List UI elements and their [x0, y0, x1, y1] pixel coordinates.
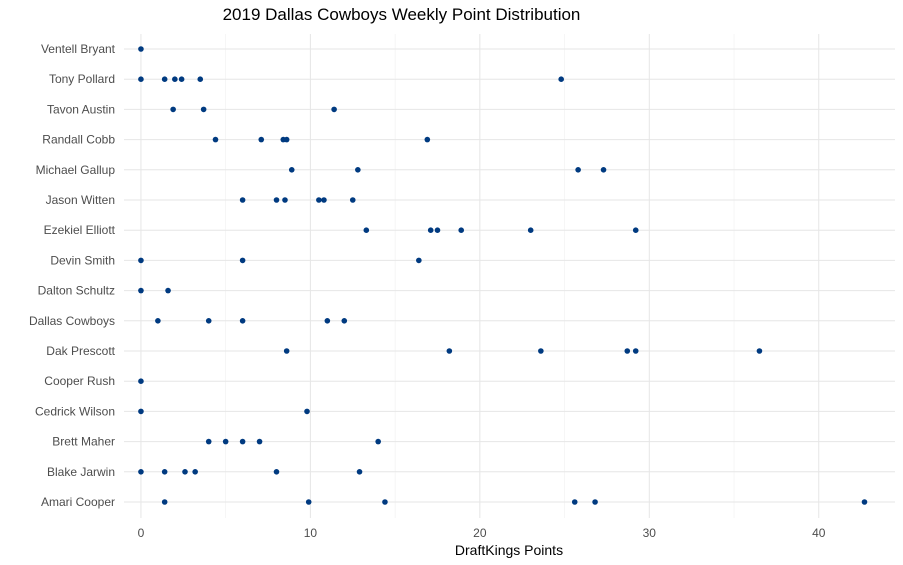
data-point — [527, 227, 534, 233]
y-tick-label: Ventell Bryant — [41, 42, 116, 56]
x-axis-title: DraftKings Points — [455, 542, 563, 558]
y-tick-label: Devin Smith — [50, 253, 115, 267]
data-point — [172, 76, 178, 82]
data-point — [138, 287, 144, 294]
data-point — [321, 197, 327, 203]
data-point — [288, 167, 295, 173]
data-point — [256, 438, 263, 445]
data-point — [304, 408, 310, 415]
data-point — [861, 499, 868, 505]
data-point — [212, 136, 219, 143]
data-point — [575, 167, 581, 173]
y-tick-label: Tony Pollard — [49, 72, 115, 86]
x-tick-label: 10 — [304, 526, 318, 540]
y-tick-label: Dalton Schultz — [38, 284, 115, 298]
data-point — [632, 348, 639, 354]
data-point — [331, 106, 337, 113]
data-point — [273, 469, 280, 475]
grid-lines — [124, 34, 895, 518]
data-point — [182, 469, 188, 475]
y-tick-label: Dak Prescott — [46, 344, 115, 358]
x-tick-label: 20 — [473, 526, 487, 540]
data-point — [349, 197, 356, 203]
data-point — [283, 136, 290, 143]
data-point — [282, 197, 288, 203]
data-point — [258, 136, 265, 143]
data-point — [632, 227, 639, 233]
data-point — [624, 348, 631, 354]
y-tick-label: Randall Cobb — [42, 133, 115, 147]
data-point — [446, 348, 453, 354]
data-point — [416, 257, 422, 264]
data-point — [239, 257, 246, 264]
data-point — [382, 499, 388, 505]
y-tick-label: Ezekiel Elliott — [44, 223, 116, 237]
data-point — [434, 227, 441, 233]
data-point — [239, 438, 246, 445]
data-point — [239, 318, 246, 324]
data-point — [205, 438, 212, 445]
data-point — [138, 469, 144, 475]
y-tick-label: Cooper Rush — [44, 374, 115, 388]
y-tick-label: Cedrick Wilson — [35, 404, 115, 418]
data-point — [165, 287, 171, 294]
data-point — [138, 257, 144, 264]
data-point — [222, 438, 229, 445]
y-tick-label: Brett Maher — [52, 435, 115, 449]
data-point — [161, 469, 168, 475]
data-point — [138, 46, 144, 52]
data-point — [161, 76, 168, 82]
data-point — [170, 106, 176, 113]
data-point — [355, 167, 361, 173]
data-point — [558, 76, 564, 82]
data-point — [138, 378, 144, 385]
data-point — [592, 499, 598, 505]
data-point — [375, 438, 381, 445]
data-point — [458, 227, 465, 233]
data-points — [138, 46, 868, 505]
x-tick-label: 30 — [643, 526, 657, 540]
data-point — [756, 348, 763, 354]
data-point — [356, 469, 363, 475]
x-tick-label: 40 — [812, 526, 826, 540]
y-tick-label: Amari Cooper — [41, 495, 115, 509]
x-axis-labels: 0 10 20 30 40 — [138, 526, 826, 540]
data-point — [178, 76, 185, 82]
data-point — [161, 499, 168, 505]
data-point — [273, 197, 280, 203]
data-point — [138, 408, 144, 415]
data-point — [316, 197, 322, 203]
data-point — [197, 76, 204, 82]
data-point — [324, 318, 331, 324]
data-point — [571, 499, 578, 505]
data-point — [200, 106, 207, 113]
y-tick-label: Blake Jarwin — [47, 465, 115, 479]
y-tick-label: Michael Gallup — [36, 163, 116, 177]
y-tick-label: Dallas Cowboys — [29, 314, 115, 328]
data-point — [305, 499, 312, 505]
data-point — [138, 76, 144, 82]
data-point — [341, 318, 348, 324]
data-point — [155, 318, 161, 324]
chart-title: 2019 Dallas Cowboys Weekly Point Distrib… — [222, 5, 581, 24]
y-tick-label: Jason Witten — [46, 193, 115, 207]
data-point — [283, 348, 290, 354]
y-tick-label: Tavon Austin — [47, 102, 115, 116]
data-point — [205, 318, 212, 324]
x-tick-label: 0 — [138, 526, 145, 540]
data-point — [600, 167, 607, 173]
data-point — [427, 227, 434, 233]
data-point — [192, 469, 198, 475]
data-point — [538, 348, 544, 354]
data-point — [239, 197, 246, 203]
data-point — [363, 227, 370, 233]
y-axis-labels: Ventell Bryant Tony Pollard Tavon Austin Ra… — [29, 42, 116, 509]
data-point — [424, 136, 431, 143]
